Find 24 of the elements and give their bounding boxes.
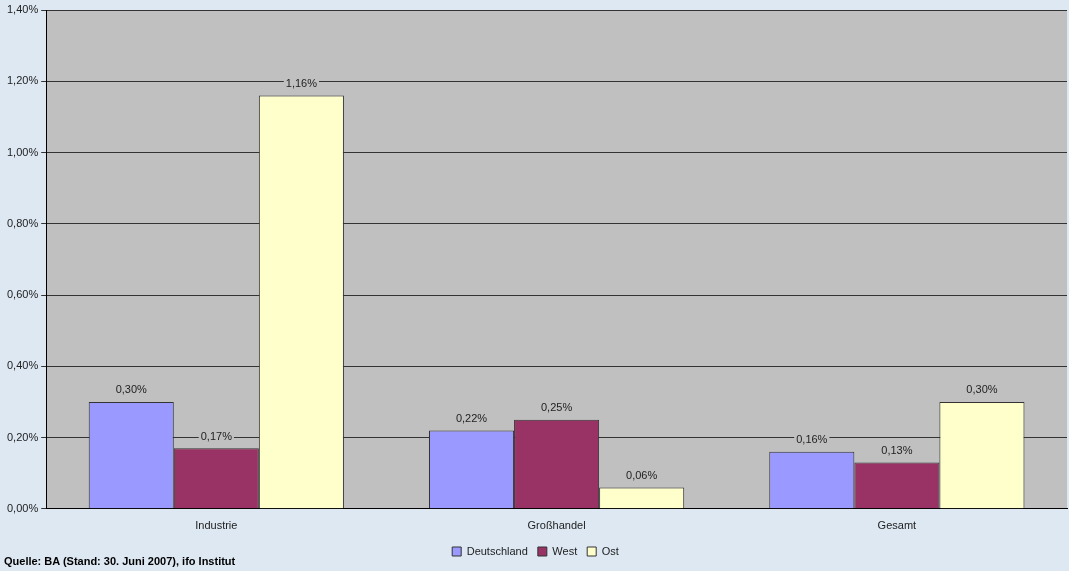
source-note: Quelle: BA (Stand: 30. Juni 2007), ifo Institut bbox=[4, 554, 236, 567]
legend-label: West bbox=[552, 544, 578, 557]
legend-label: Ost bbox=[601, 544, 619, 557]
data-label: 0,16% bbox=[796, 433, 828, 446]
legend-label: Deutschland bbox=[466, 544, 528, 557]
x-tick-label: Großhandel bbox=[527, 519, 586, 532]
y-tick-label: 0,60% bbox=[6, 288, 39, 301]
y-tick-label: 0,00% bbox=[6, 501, 39, 514]
data-label: 0,30% bbox=[966, 383, 998, 396]
x-tick-label: Gesamt bbox=[877, 519, 917, 532]
data-label: 0,06% bbox=[626, 468, 658, 481]
x-tick-label: Industrie bbox=[195, 519, 238, 532]
data-label: 1,16% bbox=[285, 77, 318, 90]
y-tick-label: 1,00% bbox=[6, 145, 39, 158]
y-tick-label: 1,20% bbox=[6, 74, 39, 87]
y-tick-label: 1,40% bbox=[6, 3, 39, 16]
y-tick-label: 0,20% bbox=[6, 430, 39, 443]
y-tick-label: 0,80% bbox=[6, 216, 39, 229]
data-label: 0,25% bbox=[540, 401, 573, 414]
data-label: 0,17% bbox=[200, 429, 233, 442]
data-label: 0,22% bbox=[455, 411, 488, 424]
data-label: 0,30% bbox=[115, 383, 148, 396]
data-label: 0,13% bbox=[881, 444, 913, 457]
y-tick-label: 0,40% bbox=[6, 359, 39, 372]
